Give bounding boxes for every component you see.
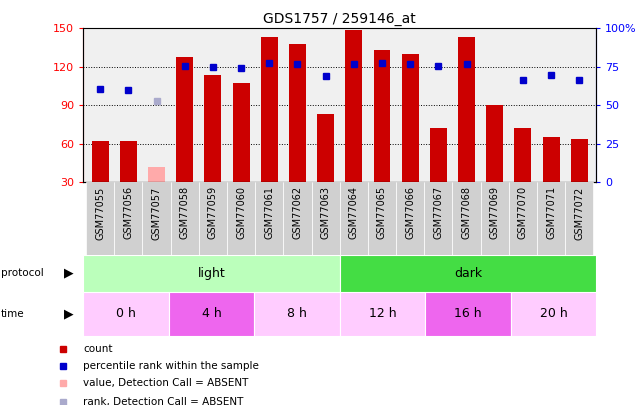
Bar <box>537 182 565 263</box>
Bar <box>254 292 340 336</box>
Bar <box>204 75 221 182</box>
Bar <box>83 292 169 336</box>
Bar <box>396 182 424 263</box>
Text: GSM77055: GSM77055 <box>96 186 105 239</box>
Text: 0 h: 0 h <box>116 307 136 320</box>
Text: GDS1757 / 259146_at: GDS1757 / 259146_at <box>263 12 416 26</box>
Bar <box>509 182 537 263</box>
Bar <box>317 114 334 182</box>
Bar <box>169 292 254 336</box>
Bar <box>542 137 560 182</box>
Bar <box>289 44 306 182</box>
Bar <box>283 182 312 263</box>
Text: 8 h: 8 h <box>287 307 307 320</box>
Text: GSM77072: GSM77072 <box>574 186 584 239</box>
Bar <box>345 30 362 182</box>
Bar <box>227 182 255 263</box>
Text: GSM77057: GSM77057 <box>151 186 162 239</box>
Bar <box>374 50 390 182</box>
Text: ▶: ▶ <box>64 307 74 320</box>
Text: percentile rank within the sample: percentile rank within the sample <box>83 361 259 371</box>
Text: 12 h: 12 h <box>369 307 396 320</box>
Bar <box>120 141 137 182</box>
Text: GSM77065: GSM77065 <box>377 186 387 239</box>
Text: dark: dark <box>454 267 482 280</box>
Bar <box>458 37 475 182</box>
Text: GSM77063: GSM77063 <box>320 186 331 239</box>
Text: rank, Detection Call = ABSENT: rank, Detection Call = ABSENT <box>83 396 244 405</box>
Bar <box>430 128 447 182</box>
Bar <box>261 37 278 182</box>
Bar <box>515 128 531 182</box>
Text: GSM77068: GSM77068 <box>462 186 472 239</box>
Bar <box>511 292 596 336</box>
Bar <box>142 182 171 263</box>
Bar <box>340 255 596 292</box>
Bar <box>312 182 340 263</box>
Bar <box>565 182 594 263</box>
Text: GSM77058: GSM77058 <box>179 186 190 239</box>
Text: GSM77059: GSM77059 <box>208 186 218 239</box>
Bar <box>368 182 396 263</box>
Bar <box>340 292 425 336</box>
Text: ▶: ▶ <box>64 267 74 280</box>
Text: GSM77071: GSM77071 <box>546 186 556 239</box>
Text: 20 h: 20 h <box>540 307 567 320</box>
Bar <box>148 167 165 182</box>
Text: value, Detection Call = ABSENT: value, Detection Call = ABSENT <box>83 378 248 388</box>
Bar <box>453 182 481 263</box>
Text: 16 h: 16 h <box>454 307 482 320</box>
Bar <box>425 292 511 336</box>
Bar <box>176 57 193 182</box>
Text: GSM77066: GSM77066 <box>405 186 415 239</box>
Bar <box>199 182 227 263</box>
Bar <box>340 182 368 263</box>
Text: GSM77062: GSM77062 <box>292 186 303 239</box>
Text: GSM77069: GSM77069 <box>490 186 500 239</box>
Text: GSM77060: GSM77060 <box>236 186 246 239</box>
Text: GSM77070: GSM77070 <box>518 186 528 239</box>
Text: GSM77064: GSM77064 <box>349 186 359 239</box>
Text: GSM77061: GSM77061 <box>264 186 274 239</box>
Text: GSM77056: GSM77056 <box>124 186 133 239</box>
Text: GSM77067: GSM77067 <box>433 186 444 239</box>
Bar <box>171 182 199 263</box>
Bar <box>233 83 249 182</box>
Bar <box>402 54 419 182</box>
Bar <box>487 105 503 182</box>
Bar <box>114 182 142 263</box>
Text: 4 h: 4 h <box>202 307 221 320</box>
Bar <box>424 182 453 263</box>
Bar <box>255 182 283 263</box>
Text: count: count <box>83 343 113 354</box>
Text: light: light <box>197 267 226 280</box>
Bar <box>481 182 509 263</box>
Bar <box>570 139 588 182</box>
Text: time: time <box>1 309 24 319</box>
Bar <box>92 141 109 182</box>
Text: protocol: protocol <box>1 269 44 278</box>
Bar <box>83 255 340 292</box>
Bar <box>86 182 114 263</box>
